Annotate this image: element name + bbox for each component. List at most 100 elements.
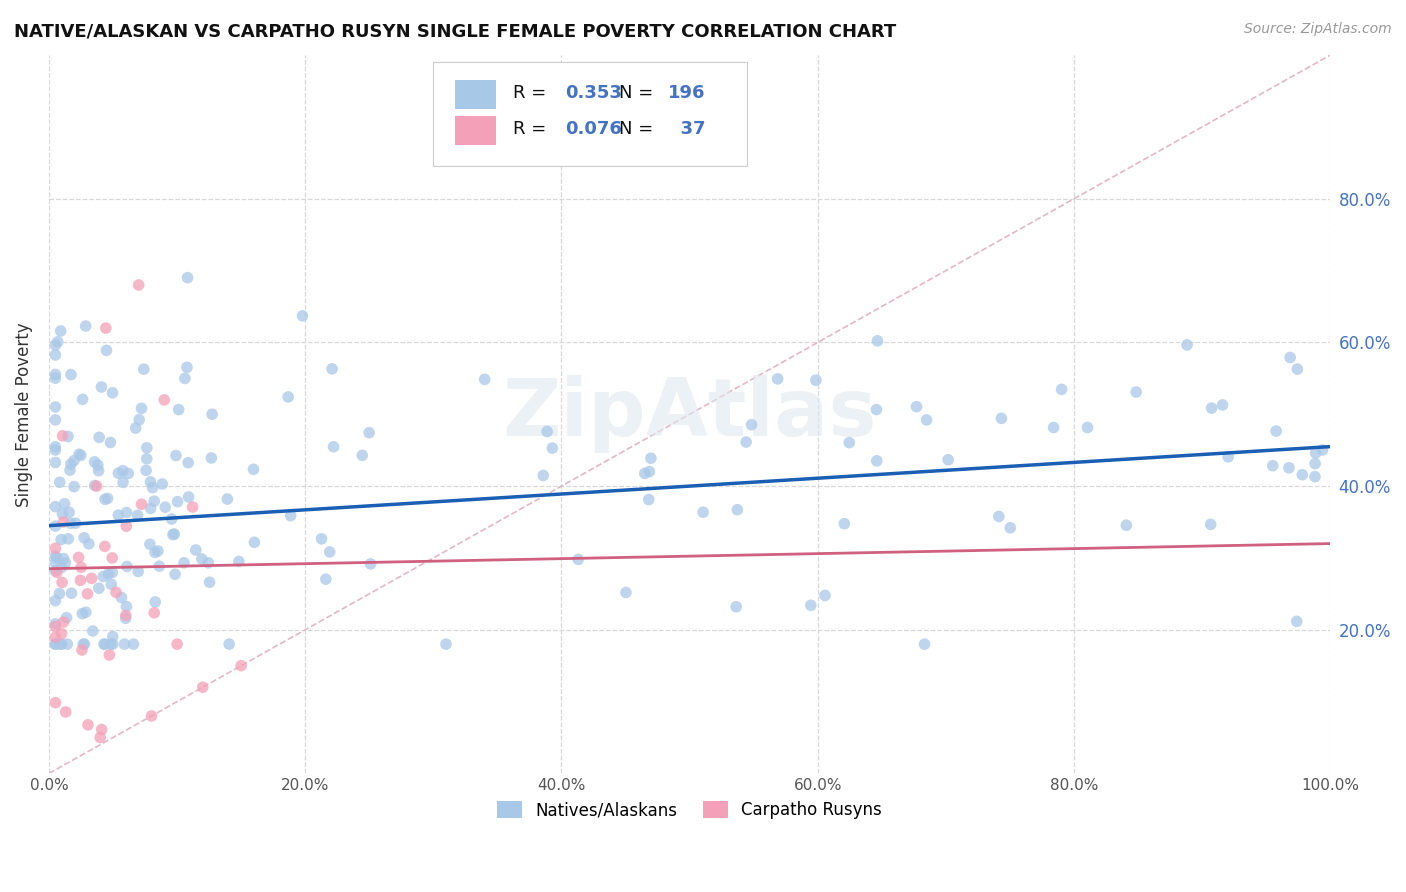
Point: [96, 343, 118, 358]
Point: [44, 593, 66, 607]
Point: [1000, 521, 1022, 535]
Point: [96, 491, 118, 506]
Point: [51, 637, 73, 651]
Point: [122, 637, 145, 651]
Point: [107, 508, 129, 522]
Point: [191, 552, 214, 566]
Point: [142, 481, 165, 495]
Point: [143, 545, 166, 559]
Point: [614, 585, 637, 599]
Point: [48, 587, 70, 601]
Point: [155, 500, 177, 515]
Point: [725, 502, 748, 516]
Point: [80, 571, 103, 585]
Point: [360, 557, 382, 571]
Point: [65, 516, 87, 531]
Point: [52, 515, 75, 529]
Point: [45, 566, 67, 580]
Point: [127, 565, 149, 579]
Point: [541, 441, 564, 455]
Point: [127, 508, 149, 523]
Text: 0.353: 0.353: [565, 84, 623, 103]
Point: [60, 586, 83, 600]
Point: [141, 709, 163, 723]
Point: [87, 464, 110, 478]
Point: [44, 413, 66, 427]
Point: [44, 338, 66, 352]
Point: [110, 591, 132, 605]
Point: [146, 544, 169, 558]
Point: [725, 599, 748, 614]
Point: [45, 550, 67, 565]
Point: [115, 519, 138, 533]
Point: [191, 680, 214, 694]
Point: [77, 537, 100, 551]
Point: [59, 368, 82, 382]
Point: [44, 443, 66, 458]
Point: [46, 334, 69, 349]
Point: [1286, 362, 1309, 376]
Point: [217, 491, 239, 506]
Point: [866, 334, 889, 348]
Point: [321, 362, 343, 376]
Point: [51, 560, 73, 574]
Point: [1265, 424, 1288, 438]
Point: [167, 402, 190, 417]
Point: [124, 421, 146, 435]
Point: [201, 407, 224, 421]
Point: [1212, 398, 1234, 412]
Point: [101, 550, 124, 565]
Point: [101, 630, 124, 644]
Point: [44, 619, 66, 633]
Point: [70, 560, 93, 574]
Point: [352, 448, 374, 462]
Point: [91, 569, 114, 583]
Point: [766, 372, 789, 386]
Point: [311, 532, 333, 546]
Point: [94, 540, 117, 554]
Point: [174, 371, 197, 385]
Point: [104, 585, 127, 599]
Point: [55, 610, 77, 624]
Point: [143, 606, 166, 620]
Point: [111, 475, 134, 490]
Point: [101, 385, 124, 400]
Point: [176, 270, 198, 285]
Point: [474, 372, 496, 386]
Point: [44, 455, 66, 469]
Point: [44, 616, 66, 631]
Point: [89, 430, 111, 444]
Point: [1115, 518, 1137, 533]
Point: [115, 608, 138, 623]
Point: [936, 452, 959, 467]
Point: [1305, 446, 1327, 460]
Point: [111, 464, 134, 478]
Point: [132, 362, 155, 376]
Text: R =: R =: [513, 120, 546, 138]
Point: [165, 449, 187, 463]
Point: [55, 705, 77, 719]
Point: [1291, 467, 1313, 482]
Point: [905, 400, 928, 414]
Point: [100, 637, 122, 651]
Point: [865, 402, 887, 417]
Point: [838, 435, 860, 450]
Point: [73, 531, 96, 545]
Point: [242, 462, 264, 476]
Point: [291, 309, 314, 323]
Point: [115, 506, 138, 520]
Point: [44, 371, 66, 385]
Point: [49, 533, 72, 547]
Point: [72, 637, 94, 651]
Point: [58, 505, 80, 519]
Point: [69, 574, 91, 588]
Point: [243, 535, 266, 549]
Point: [162, 527, 184, 541]
Point: [44, 637, 66, 651]
Point: [1279, 351, 1302, 365]
Point: [52, 551, 75, 566]
Point: [173, 556, 195, 570]
Point: [93, 637, 115, 651]
Point: [1199, 517, 1222, 532]
Point: [1278, 460, 1301, 475]
